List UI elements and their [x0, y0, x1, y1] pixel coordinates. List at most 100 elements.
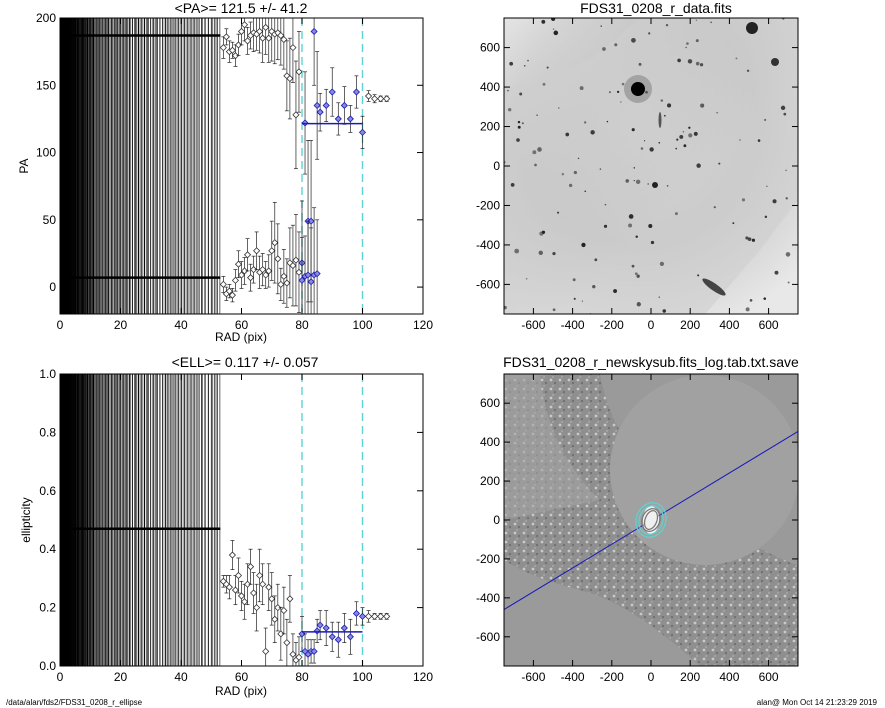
point-source — [602, 47, 606, 51]
point-source — [519, 92, 523, 96]
data-point — [298, 276, 306, 284]
x-tick-label: -200 — [600, 670, 624, 684]
point-source — [718, 162, 721, 165]
data-point — [304, 271, 312, 279]
data-point — [271, 615, 279, 623]
point-source — [606, 120, 609, 123]
ell-title: <ELL>= 0.117 +/- 0.057 — [172, 354, 319, 370]
point-source — [568, 183, 573, 188]
y-tick-label: 150 — [36, 78, 56, 92]
y-tick-label: 0.6 — [39, 484, 56, 498]
ell-ylabel: ellipticity — [19, 497, 33, 542]
x-tick-label: 0 — [57, 318, 64, 332]
data-point — [346, 633, 354, 641]
y-tick-label: 0 — [49, 280, 56, 294]
point-source — [561, 173, 565, 176]
x-tick-label: -400 — [561, 670, 585, 684]
x-tick-label: 20 — [114, 318, 128, 332]
point-source — [700, 103, 705, 108]
point-source — [572, 278, 576, 282]
y-tick-label: 0.4 — [39, 542, 56, 556]
data-point — [265, 583, 273, 591]
skysub-image — [504, 374, 798, 666]
data-point — [253, 604, 261, 612]
point-source — [507, 89, 509, 92]
footer-timestamp: alan@ Mon Oct 14 21:23:29 2019 — [756, 698, 877, 707]
point-source — [552, 28, 555, 30]
data-point — [277, 630, 285, 638]
point-source — [688, 133, 693, 138]
x-tick-label: 100 — [352, 670, 372, 684]
thin-galaxy — [658, 112, 662, 128]
edge-on-galaxy — [702, 278, 726, 296]
point-source — [523, 65, 526, 67]
point-source — [645, 90, 648, 94]
data-point — [277, 31, 285, 40]
data-point — [371, 612, 379, 620]
bright-star — [771, 58, 779, 66]
data-point — [295, 68, 303, 76]
y-tick-label: 100 — [36, 146, 56, 160]
data-point — [328, 633, 336, 641]
data-point — [219, 280, 227, 288]
point-source — [546, 66, 549, 69]
point-source — [542, 82, 546, 86]
data-point — [228, 291, 236, 299]
data-image-axes: -600 -400 -200 0 200 400 600 -600 -400 -200 0 200 40… — [476, 18, 798, 332]
point-source — [552, 251, 556, 256]
data-point — [334, 115, 342, 123]
point-source — [675, 147, 677, 150]
point-source — [625, 179, 630, 183]
y-tick-label: 0 — [493, 513, 500, 527]
pa-xlabel: RAD (pix) — [215, 330, 267, 344]
point-source — [527, 59, 529, 62]
y-tick-label: 400 — [480, 80, 500, 94]
point-source — [517, 120, 521, 124]
skysub-image-title: FDS31_0208_r_newskysub.fits_log.tab.txt.… — [503, 354, 799, 370]
footer-path: /data/alan/fds2/FDS31_0208_r_ellipse — [6, 698, 143, 707]
data-point — [240, 598, 249, 606]
point-source — [604, 203, 607, 206]
point-source — [534, 163, 537, 167]
data-point — [377, 612, 385, 620]
y-tick-label: -400 — [476, 591, 500, 605]
data-point — [313, 270, 321, 278]
point-source — [747, 237, 752, 241]
point-source — [633, 180, 635, 182]
data-point — [240, 21, 249, 29]
point-source — [649, 147, 654, 152]
data-point — [234, 571, 243, 580]
point-source — [685, 46, 687, 49]
point-source — [783, 112, 787, 116]
data-point — [292, 111, 300, 119]
y-tick-label: -400 — [476, 238, 500, 252]
data-point — [228, 551, 236, 559]
data-point — [231, 586, 240, 594]
point-source — [599, 168, 602, 170]
point-source — [521, 122, 524, 125]
data-point — [358, 128, 367, 136]
data-point — [274, 255, 282, 263]
point-source — [579, 86, 584, 91]
pa-ylabel: PA — [17, 158, 31, 173]
y-tick-label: -600 — [476, 630, 500, 644]
data-point — [334, 636, 342, 644]
data-point — [225, 583, 233, 591]
y-tick-label: 600 — [480, 41, 500, 55]
x-tick-label: 400 — [719, 318, 739, 332]
point-source — [648, 224, 653, 229]
point-source — [516, 138, 520, 142]
point-source — [648, 32, 651, 35]
data-point — [237, 27, 246, 36]
point-source — [745, 236, 749, 240]
data-point — [280, 272, 288, 280]
point-source — [751, 238, 756, 242]
data-point — [240, 267, 249, 275]
point-source — [638, 62, 642, 66]
point-source — [716, 112, 718, 114]
point-source — [620, 101, 622, 103]
data-point — [364, 92, 373, 100]
data-point — [322, 624, 330, 632]
x-tick-label: 120 — [413, 670, 433, 684]
point-source — [780, 105, 786, 111]
